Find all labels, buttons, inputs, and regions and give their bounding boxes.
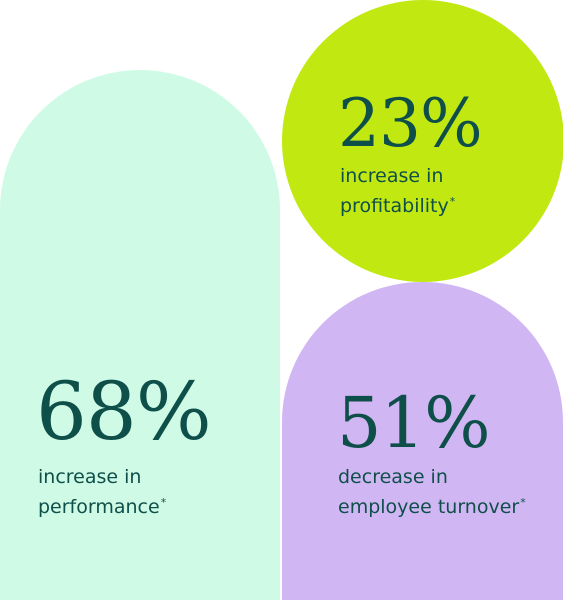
turnover-caption-line1: decrease in <box>338 466 448 488</box>
performance-stat-caption: increase in performance* <box>38 462 166 522</box>
profitability-caption-line2-wrap: profitability* <box>340 191 455 221</box>
profitability-stat-value: 23% <box>338 85 483 162</box>
profitability-footnote-mark: * <box>449 194 456 208</box>
profitability-caption-line2: profitability <box>340 195 449 217</box>
profitability-stat-caption: increase in profitability* <box>340 161 455 221</box>
profitability-caption-line1: increase in <box>340 165 444 187</box>
turnover-footnote-mark: * <box>520 495 526 509</box>
profitability-circle-shape <box>282 0 563 282</box>
performance-stat-value: 68% <box>36 365 212 458</box>
performance-arch-shape <box>0 70 280 600</box>
performance-caption-line2: performance <box>38 496 160 518</box>
performance-caption-line1: increase in <box>38 466 142 488</box>
performance-caption-line2-wrap: performance* <box>38 492 166 522</box>
turnover-stat-value: 51% <box>337 382 491 464</box>
turnover-stat-caption: decrease in employee turnover* <box>338 462 526 522</box>
turnover-arch-shape <box>282 282 563 600</box>
performance-footnote-mark: * <box>160 495 167 509</box>
turnover-caption-line2: employee turnover <box>338 496 520 518</box>
turnover-caption-line2-wrap: employee turnover* <box>338 492 526 522</box>
